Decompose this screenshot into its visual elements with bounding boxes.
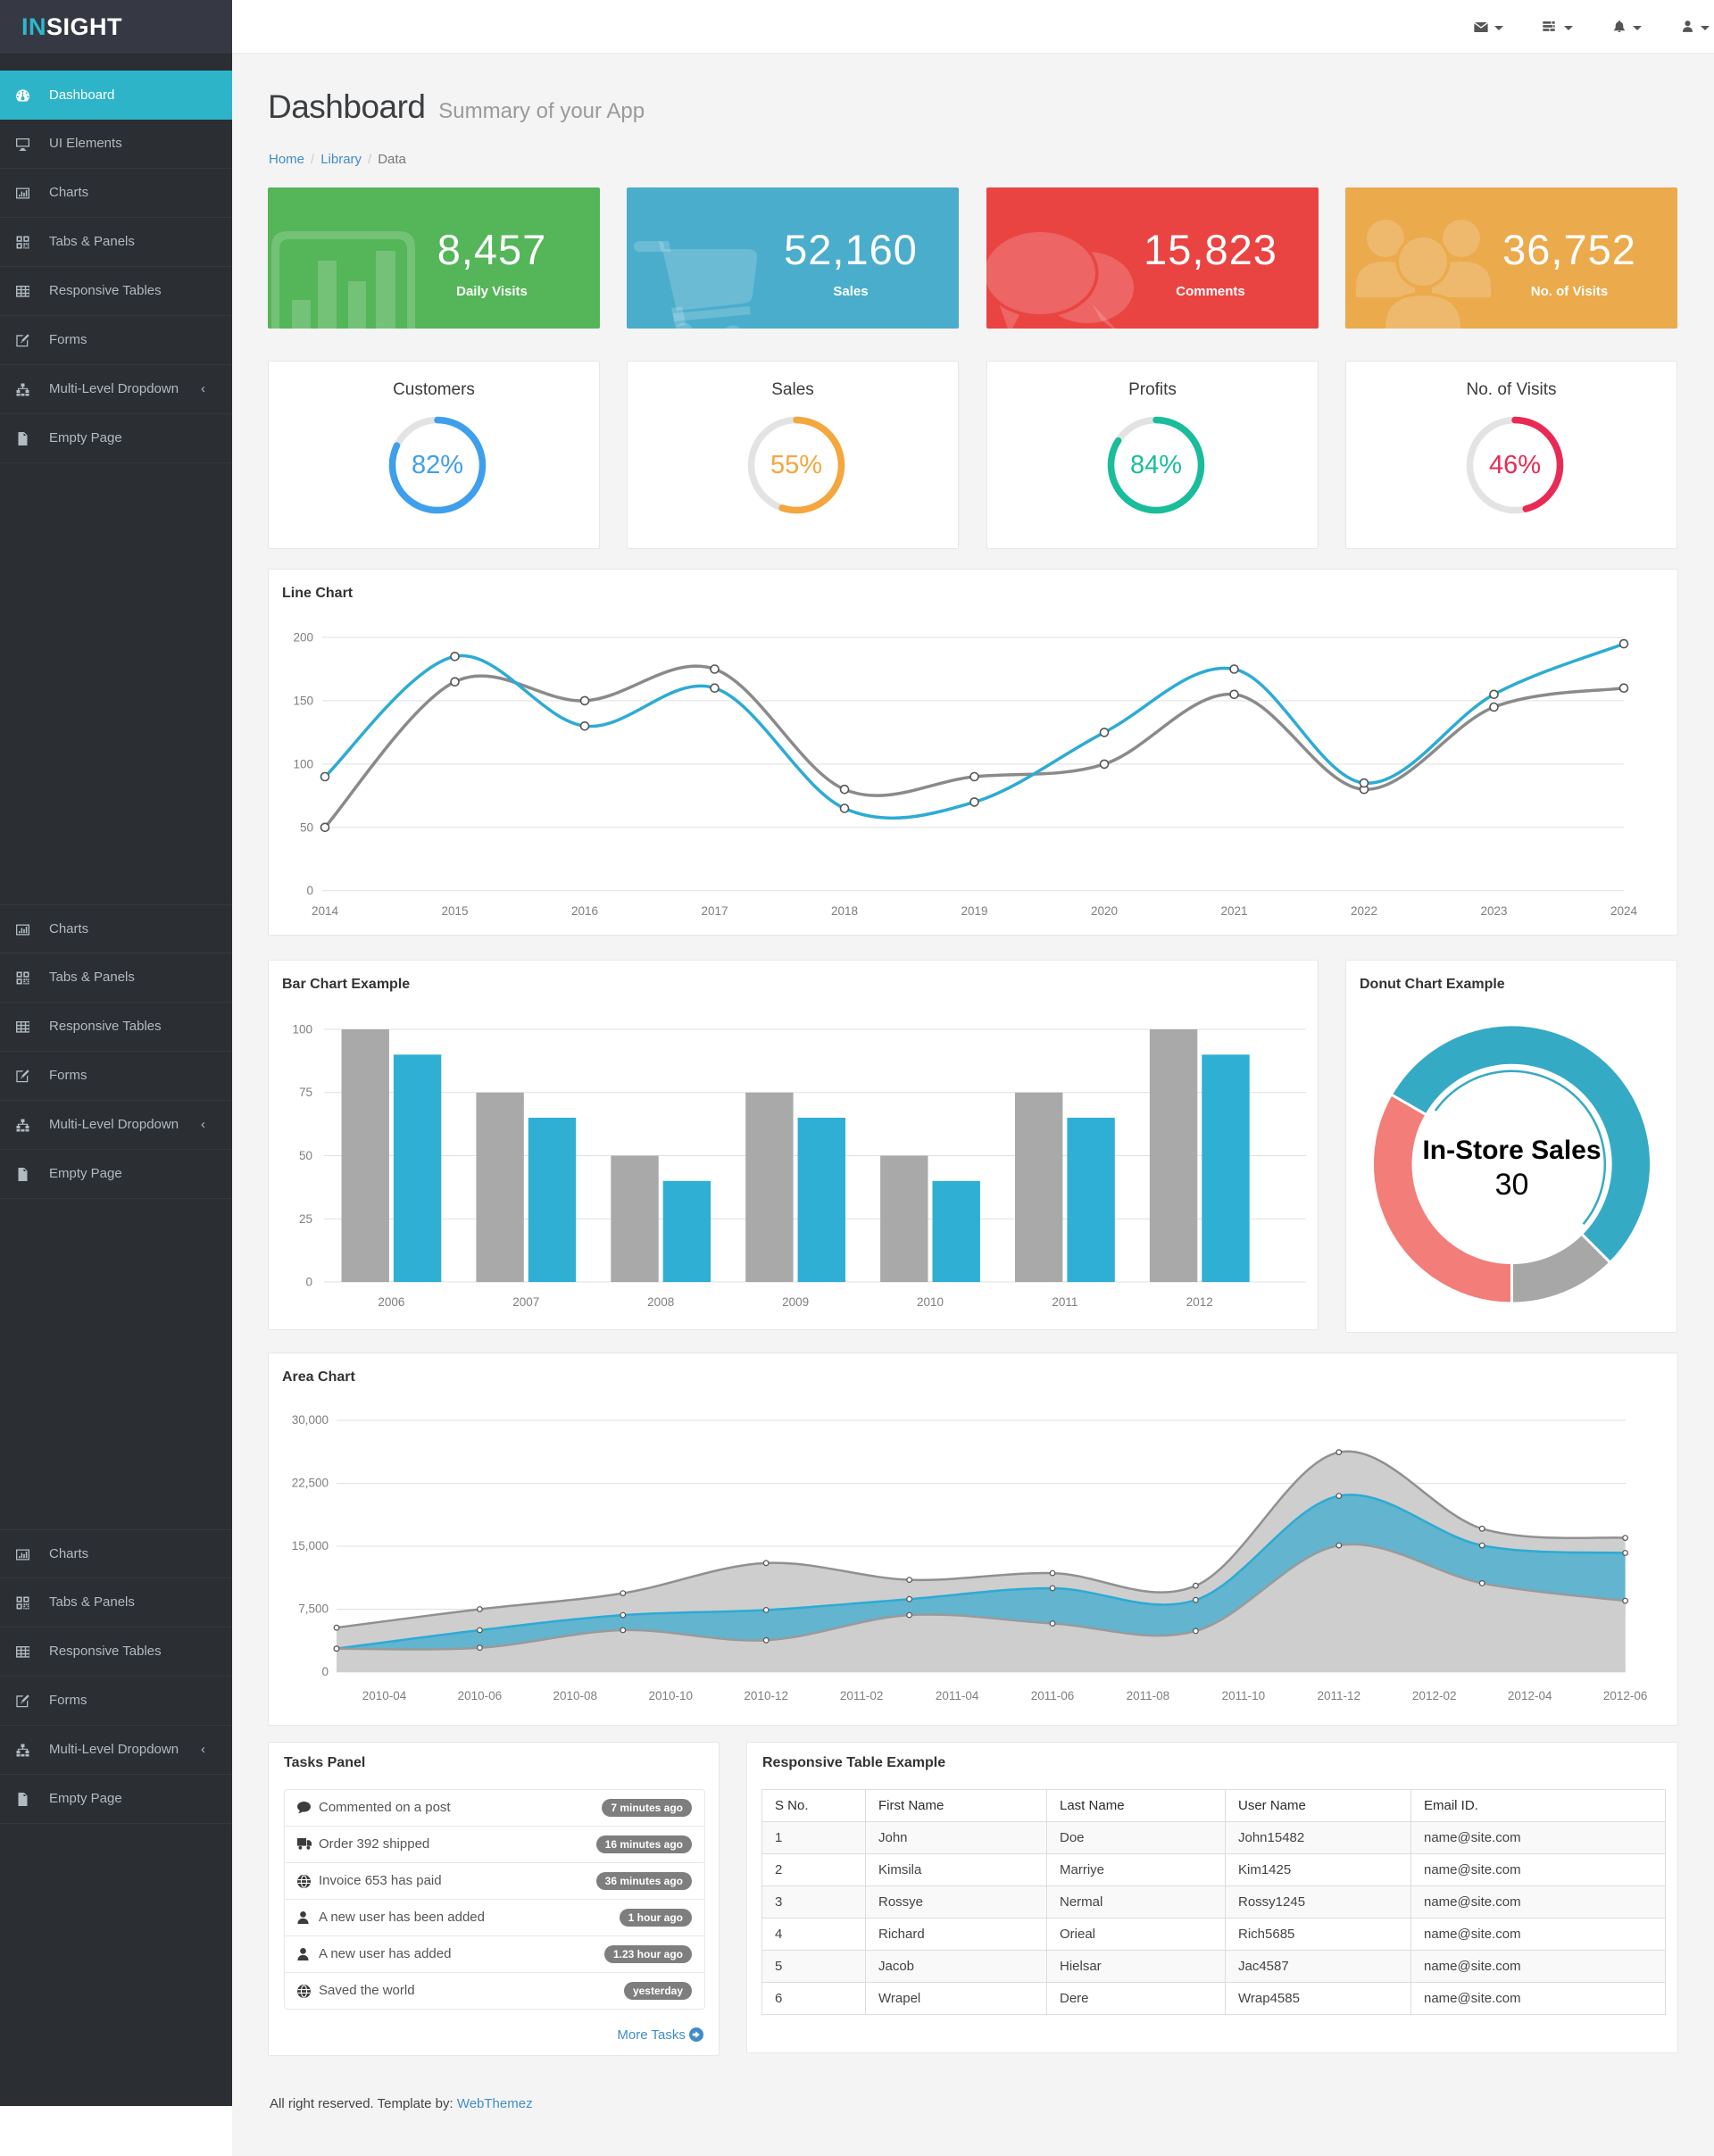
svg-text:2016: 2016: [571, 904, 598, 918]
svg-text:2010-04: 2010-04: [362, 1689, 407, 1702]
svg-text:2011: 2011: [1052, 1295, 1077, 1309]
svg-text:2010-12: 2010-12: [744, 1689, 788, 1702]
svg-text:25: 25: [299, 1212, 312, 1226]
svg-text:2010-10: 2010-10: [649, 1689, 694, 1702]
svg-text:2011-10: 2011-10: [1222, 1689, 1266, 1702]
svg-text:2021: 2021: [1220, 904, 1247, 918]
svg-text:In-Store Sales: In-Store Sales: [1422, 1136, 1601, 1165]
svg-text:75: 75: [299, 1086, 312, 1099]
svg-text:2007: 2007: [512, 1295, 539, 1309]
svg-text:2009: 2009: [782, 1295, 809, 1309]
svg-text:2018: 2018: [831, 904, 858, 918]
svg-text:15,000: 15,000: [292, 1539, 329, 1552]
svg-text:2020: 2020: [1091, 904, 1118, 918]
svg-text:2015: 2015: [441, 904, 468, 918]
svg-text:50: 50: [300, 820, 313, 834]
svg-text:100: 100: [292, 1023, 312, 1036]
svg-text:2017: 2017: [701, 904, 728, 918]
svg-text:0: 0: [321, 1665, 329, 1678]
svg-text:2006: 2006: [378, 1295, 404, 1309]
svg-text:2014: 2014: [312, 904, 339, 918]
svg-text:50: 50: [299, 1149, 312, 1162]
svg-text:2024: 2024: [1610, 904, 1638, 918]
svg-text:7,500: 7,500: [298, 1602, 329, 1616]
svg-text:2012-04: 2012-04: [1508, 1689, 1552, 1702]
svg-text:0: 0: [306, 884, 313, 897]
svg-text:2011-04: 2011-04: [936, 1689, 979, 1702]
svg-text:2011-02: 2011-02: [840, 1689, 884, 1702]
svg-text:2010: 2010: [917, 1295, 944, 1309]
svg-text:2008: 2008: [647, 1295, 674, 1309]
svg-text:30,000: 30,000: [292, 1413, 329, 1427]
svg-text:100: 100: [293, 757, 313, 770]
svg-text:2019: 2019: [961, 904, 987, 918]
svg-text:2022: 2022: [1351, 904, 1377, 918]
svg-text:2010-06: 2010-06: [458, 1689, 503, 1702]
svg-text:2012: 2012: [1186, 1295, 1213, 1309]
svg-text:2023: 2023: [1480, 904, 1507, 918]
svg-text:2011-12: 2011-12: [1318, 1689, 1361, 1702]
svg-text:30: 30: [1495, 1168, 1529, 1202]
svg-text:2012-02: 2012-02: [1412, 1689, 1457, 1702]
svg-text:0: 0: [305, 1276, 312, 1289]
svg-text:2011-08: 2011-08: [1127, 1689, 1170, 1702]
svg-text:2010-08: 2010-08: [553, 1689, 598, 1702]
svg-text:2011-06: 2011-06: [1031, 1689, 1075, 1702]
svg-text:22,500: 22,500: [292, 1477, 329, 1490]
svg-text:150: 150: [293, 694, 313, 707]
svg-text:2012-06: 2012-06: [1603, 1689, 1648, 1702]
svg-text:200: 200: [293, 631, 313, 645]
